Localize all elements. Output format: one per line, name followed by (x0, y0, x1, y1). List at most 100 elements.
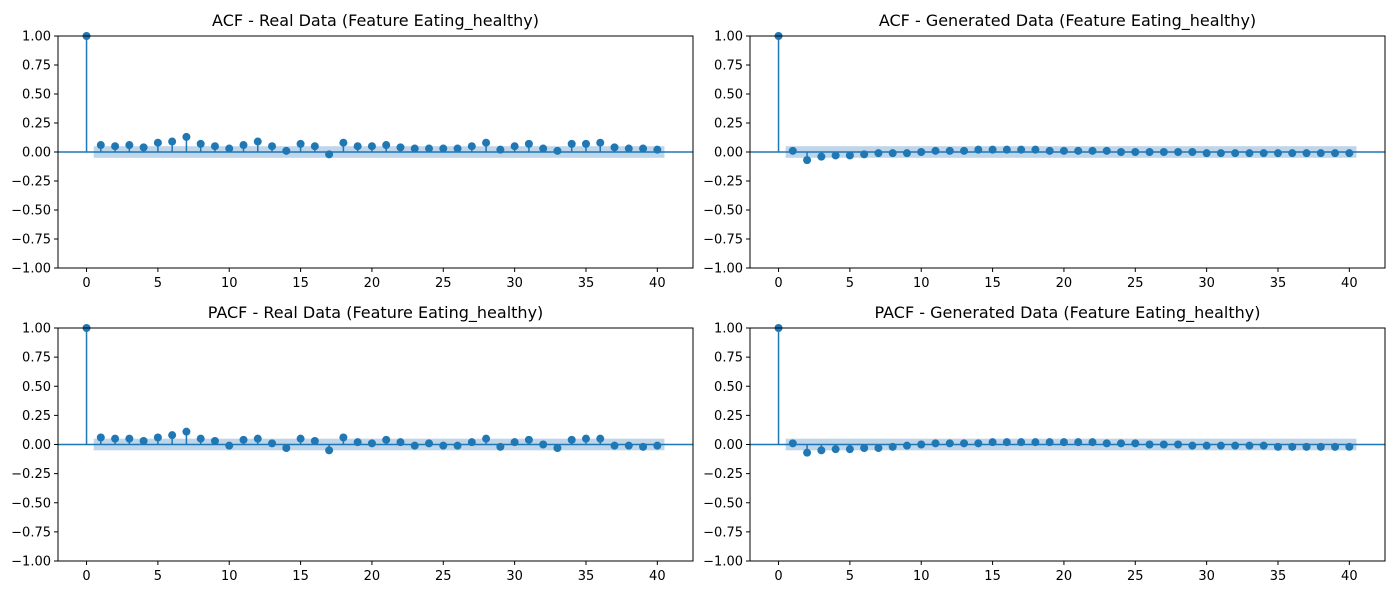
acf-generated-point-lag-29 (1188, 148, 1197, 156)
pacf-real-point-lag-40 (653, 441, 662, 450)
pacf-real-point-lag-17 (325, 446, 334, 455)
pacf-real-point-lag-20 (367, 439, 376, 448)
pacf-generated-point-lag-13 (960, 439, 969, 448)
pacf-real-xtick-label: 0 (82, 569, 90, 584)
acf-real-point-lag-27 (467, 142, 476, 151)
pacf-generated-xtick-label: 35 (1270, 569, 1287, 584)
pacf-generated-point-lag-26 (1145, 440, 1154, 449)
acf-real-point-lag-8 (196, 139, 205, 148)
pacf-generated-xtick-label: 0 (774, 569, 782, 584)
acf-real-title: ACF - Real Data (Feature Eating_healthy) (212, 11, 539, 31)
pacf-real-ytick-label: −0.25 (11, 467, 51, 482)
acf-real-xtick-label: 30 (506, 276, 523, 291)
acf-generated-point-lag-14 (974, 145, 983, 154)
acf-generated-point-lag-18 (1031, 145, 1040, 154)
acf-real-point-lag-39 (639, 144, 648, 153)
acf-real-point-lag-23 (410, 144, 419, 153)
acf-generated-point-lag-38 (1316, 149, 1325, 158)
pacf-generated-point-lag-12 (945, 439, 954, 448)
acf-real-point-lag-7 (182, 132, 191, 141)
pacf-real-point-lag-33 (553, 443, 562, 452)
acf-generated-point-lag-21 (1074, 146, 1083, 155)
acf-generated-point-lag-16 (1002, 145, 1011, 154)
pacf-real-xtick-label: 30 (506, 569, 523, 584)
pacf-generated-point-lag-36 (1288, 442, 1297, 451)
pacf-generated-point-lag-23 (1102, 439, 1111, 448)
acf-generated-point-lag-37 (1302, 149, 1311, 158)
acf-real-xtick-label: 25 (435, 276, 452, 291)
pacf-generated-point-lag-11 (931, 439, 940, 448)
acf-generated-xtick-label: 40 (1341, 276, 1358, 291)
acf-generated-xtick-label: 5 (846, 276, 854, 291)
pacf-generated-ytick-label: −0.75 (703, 525, 743, 540)
acf-generated-point-lag-34 (1259, 149, 1268, 158)
pacf-generated-point-lag-1 (788, 439, 797, 448)
pacf-real-xtick-label: 5 (154, 569, 162, 584)
pacf-real-point-lag-31 (524, 435, 533, 444)
pacf-generated-point-lag-21 (1074, 438, 1083, 447)
pacf-real-point-lag-18 (339, 433, 348, 442)
acf-generated-ytick-label: −0.25 (703, 175, 743, 190)
pacf-generated-ytick-label: −1.00 (703, 555, 743, 570)
pacf-real-point-lag-15 (296, 434, 305, 443)
pacf-real-point-lag-10 (225, 441, 234, 450)
acf-real-point-lag-21 (382, 141, 391, 150)
pacf-real-point-lag-1 (96, 433, 105, 442)
pacf-real-point-lag-34 (567, 435, 576, 444)
pacf-real-point-lag-29 (496, 442, 505, 451)
pacf-generated-xtick-label: 30 (1198, 569, 1215, 584)
acf-generated-point-lag-22 (1088, 146, 1097, 155)
acf-generated-xtick-label: 0 (774, 276, 782, 291)
pacf-real-point-lag-22 (396, 438, 405, 447)
acf-real-point-lag-25 (439, 144, 448, 153)
acf-generated-point-lag-26 (1145, 148, 1154, 156)
pacf-real-point-lag-5 (153, 433, 162, 442)
acf-real-point-lag-9 (210, 142, 219, 151)
pacf-real-point-lag-12 (253, 434, 262, 443)
pacf-generated-point-lag-39 (1331, 442, 1340, 451)
pacf-generated-point-lag-30 (1202, 441, 1211, 450)
pacf-real-point-lag-36 (596, 434, 605, 443)
acf-generated-point-lag-19 (1045, 146, 1054, 155)
acf-real-xtick-label: 20 (364, 276, 381, 291)
acf-generated-panel: −1.00 −0.75 −0.50 −0.25 0.00 0.25 0.50 0.75 1.00… (703, 11, 1386, 291)
acf-real-ytick-label: −0.25 (11, 175, 51, 190)
pacf-generated-xtick-label: 25 (1127, 569, 1144, 584)
acf-real-xtick-label: 40 (649, 276, 666, 291)
pacf-generated-point-lag-7 (874, 443, 883, 452)
acf-real-point-lag-2 (111, 142, 120, 151)
acf-real-point-lag-22 (396, 143, 405, 152)
acf-generated-point-lag-9 (902, 149, 911, 158)
pacf-real-point-lag-37 (610, 441, 619, 450)
acf-generated-point-lag-3 (817, 152, 826, 161)
acf-generated-point-lag-1 (788, 146, 797, 155)
acf-generated-point-lag-20 (1059, 146, 1068, 155)
pacf-generated-ytick-label: 0.00 (714, 438, 743, 453)
acf-generated-point-lag-36 (1288, 149, 1297, 158)
pacf-generated-ytick-label: −0.50 (703, 496, 743, 511)
acf-generated-point-lag-27 (1159, 148, 1168, 156)
pacf-real-ytick-label: 0.75 (22, 351, 51, 366)
acf-generated-ytick-label: −1.00 (703, 262, 743, 277)
acf-real-point-lag-30 (510, 142, 519, 151)
acf-generated-ytick-label: 0.25 (714, 117, 743, 132)
acf-generated-point-lag-8 (888, 149, 897, 158)
pacf-real-point-lag-26 (453, 441, 462, 450)
pacf-generated-xtick-label: 20 (1056, 569, 1073, 584)
acf-generated-point-lag-33 (1245, 149, 1254, 158)
pacf-real-point-lag-19 (353, 438, 362, 447)
acf-generated-xtick-label: 10 (913, 276, 930, 291)
acf-real-ytick-label: −0.75 (11, 233, 51, 248)
pacf-real-xtick-label: 25 (435, 569, 452, 584)
pacf-generated-xtick-label: 10 (913, 569, 930, 584)
acf-generated-point-lag-11 (931, 146, 940, 155)
pacf-real-point-lag-32 (539, 440, 548, 449)
acf-real-point-lag-36 (596, 138, 605, 147)
acf-generated-xtick-label: 20 (1056, 276, 1073, 291)
acf-generated-title: ACF - Generated Data (Feature Eating_hea… (879, 11, 1256, 31)
acf-generated-ytick-label: −0.75 (703, 233, 743, 248)
acf-real-ytick-label: 1.00 (22, 30, 51, 45)
acf-generated-xtick-label: 30 (1198, 276, 1215, 291)
acf-generated-point-lag-32 (1231, 149, 1240, 158)
acf-generated-point-lag-23 (1102, 146, 1111, 155)
